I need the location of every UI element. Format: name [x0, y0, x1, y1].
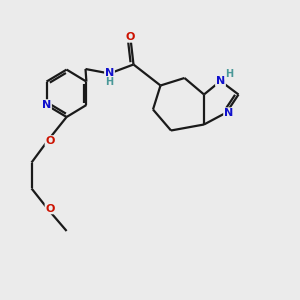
Text: N: N	[42, 100, 51, 110]
Text: O: O	[45, 203, 55, 214]
Text: N: N	[216, 76, 225, 86]
Text: N: N	[105, 68, 114, 79]
Text: O: O	[126, 32, 135, 42]
Text: O: O	[45, 136, 55, 146]
Text: H: H	[105, 77, 113, 87]
Text: H: H	[225, 69, 233, 80]
Text: N: N	[224, 108, 233, 118]
